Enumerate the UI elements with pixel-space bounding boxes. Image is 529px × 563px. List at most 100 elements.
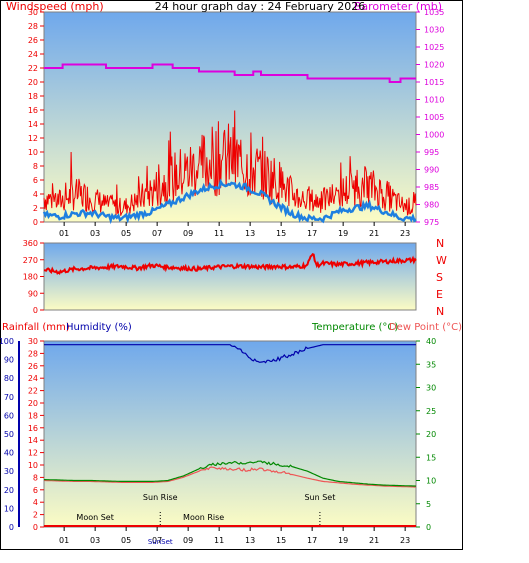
baro-y-tick-label: 1020	[424, 61, 444, 70]
temp-x-tick-label: 11	[214, 536, 224, 545]
baro-y-tick-label: 975	[424, 218, 439, 227]
wind-y-tick-label: 20	[28, 78, 38, 87]
rain-tick-label: 30	[28, 337, 38, 346]
wind-x-tick-label: 21	[369, 229, 379, 238]
wind-y-tick-label: 12	[28, 134, 38, 143]
wind-y-tick-label: 4	[33, 190, 38, 199]
wind-y-tick-label: 8	[33, 162, 38, 171]
wind-x-tick-label: 09	[183, 229, 193, 238]
rain-tick-label: 8	[33, 473, 38, 482]
wind-y-tick-label: 18	[28, 92, 38, 101]
wind-y-tick-label: 24	[28, 50, 38, 59]
rain-tick-label: 14	[28, 436, 38, 445]
temp-tick-label: 30	[426, 384, 436, 393]
direction-plot-area	[43, 242, 417, 311]
baro-y-tick-label: 1015	[424, 78, 444, 87]
sunrise-label: Sun Rise	[143, 493, 178, 502]
wind-y-tick-label: 0	[33, 218, 38, 227]
rain-tick-label: 18	[28, 411, 38, 420]
temp-tick-label: 5	[426, 500, 431, 509]
baro-y-tick-label: 995	[424, 148, 439, 157]
temp-x-tick-label: 01	[59, 536, 69, 545]
rain-tick-label: 22	[28, 387, 38, 396]
rain-tick-label: 2	[33, 511, 38, 520]
moonrise-label: Moon Rise	[183, 513, 224, 522]
dewpoint-series	[44, 466, 416, 488]
wind-y-tick-label: 26	[28, 36, 38, 45]
wind-x-tick-label: 13	[245, 229, 255, 238]
compass-label: N	[436, 305, 444, 318]
rain-tick-label: 24	[28, 374, 38, 383]
rain-tick-label: 12	[28, 449, 38, 458]
humidity-tick-label: 0	[9, 523, 14, 532]
sunset-label: Sun Set	[304, 493, 335, 502]
wind-y-tick-label: 2	[33, 204, 38, 213]
rain-axis-label: Rainfall (mm)	[2, 322, 70, 333]
humidity-tick-label: 10	[4, 504, 14, 513]
humidity-tick-label: 100	[0, 337, 14, 346]
baro-axis-label: Barometer (mb)	[354, 0, 442, 13]
temp-tick-label: 20	[426, 430, 436, 439]
wind-x-tick-label: 03	[90, 229, 100, 238]
temp-x-tick-label: 07	[152, 536, 162, 545]
temperature-plot-area	[43, 340, 417, 528]
wind-y-tick-label: 28	[28, 22, 38, 31]
humidity-tick-label: 50	[4, 430, 14, 439]
direction-y-tick-label: 90	[28, 289, 38, 298]
baro-y-tick-label: 1030	[424, 26, 444, 35]
wind-plot-area	[43, 11, 417, 223]
compass-label: W	[436, 254, 447, 267]
humidity-tick-label: 70	[4, 393, 14, 402]
wind-y-tick-label: 30	[28, 8, 38, 17]
wind-average-series	[42, 178, 417, 225]
temp-x-tick-label: 17	[307, 536, 317, 545]
wind-x-tick-label: 23	[400, 229, 410, 238]
wind-x-tick-label: 01	[59, 229, 69, 238]
wind-x-tick-label: 15	[276, 229, 286, 238]
wind-x-tick-label: 17	[307, 229, 317, 238]
rain-tick-label: 4	[33, 498, 38, 507]
barometer-series	[44, 63, 416, 83]
humidity-tick-label: 40	[4, 449, 14, 458]
baro-y-tick-label: 1000	[424, 131, 444, 140]
compass-label: S	[436, 271, 443, 284]
direction-series	[43, 252, 417, 275]
wind-x-tick-label: 19	[338, 229, 348, 238]
temp-tick-label: 0	[426, 523, 431, 532]
baro-y-tick-label: 985	[424, 183, 439, 192]
rain-tick-label: 16	[28, 424, 38, 433]
wind-gust-series	[43, 110, 417, 216]
humidity-axis-label: Humidity (%)	[66, 322, 132, 333]
wind-y-tick-label: 6	[33, 176, 38, 185]
humidity-tick-label: 90	[4, 356, 14, 365]
wind-x-tick-label: 07	[152, 229, 162, 238]
temperature-axis-label: Temperature (°C)	[311, 322, 398, 333]
direction-y-tick-label: 180	[23, 273, 38, 282]
wind-y-tick-label: 14	[28, 120, 38, 129]
temp-x-tick-label: 21	[369, 536, 379, 545]
baro-y-tick-label: 1005	[424, 113, 444, 122]
humidity-tick-label: 80	[4, 374, 14, 383]
baro-y-tick-label: 1025	[424, 43, 444, 52]
baro-y-tick-label: 990	[424, 166, 439, 175]
temp-x-tick-label: 03	[90, 536, 100, 545]
direction-y-tick-label: 0	[33, 306, 38, 315]
temp-x-tick-label: 15	[276, 536, 286, 545]
axis-sunset-label: SunSet	[148, 538, 173, 546]
temp-x-tick-label: 23	[400, 536, 410, 545]
rain-tick-label: 6	[33, 486, 38, 495]
rain-tick-label: 10	[28, 461, 38, 470]
wind-y-tick-label: 10	[28, 148, 38, 157]
direction-y-tick-label: 360	[23, 239, 38, 248]
temp-x-tick-label: 19	[338, 536, 348, 545]
rain-tick-label: 0	[33, 523, 38, 532]
rain-tick-label: 26	[28, 362, 38, 371]
temperature-series	[44, 460, 417, 487]
wind-axis-label: Windspeed (mph)	[6, 0, 104, 13]
direction-y-tick-label: 270	[23, 256, 38, 265]
dewpoint-axis-label: Dew Point (°C)	[389, 322, 462, 333]
temp-tick-label: 10	[426, 477, 436, 486]
humidity-tick-label: 20	[4, 486, 14, 495]
temp-tick-label: 25	[426, 407, 436, 416]
